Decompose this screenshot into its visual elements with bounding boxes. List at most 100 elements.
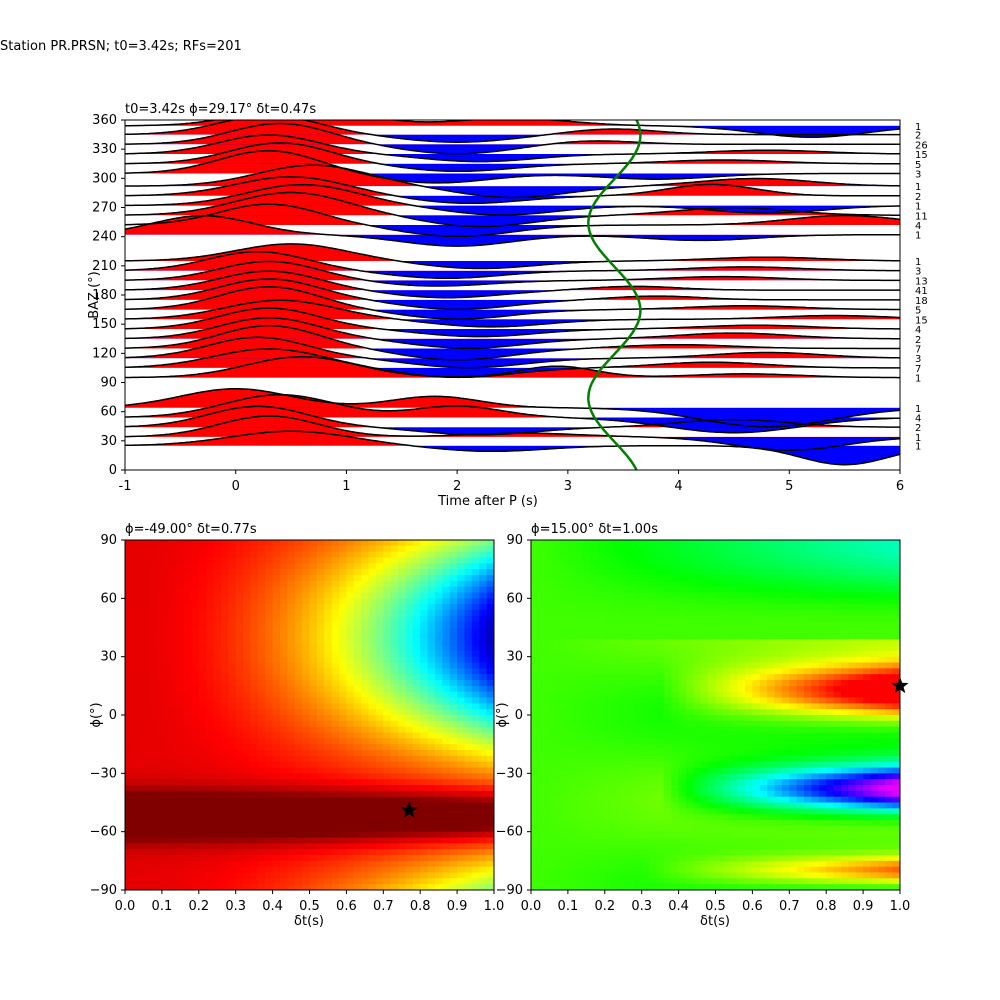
heatmap-cell <box>302 685 311 693</box>
heatmap-cell <box>294 709 303 716</box>
heatmap-cell <box>693 569 702 576</box>
heatmap-cell <box>715 592 724 599</box>
heatmap-cell <box>560 639 569 646</box>
heatmap-cell <box>678 645 687 652</box>
heatmap-cell <box>656 703 665 710</box>
heatmap-cell <box>169 744 178 751</box>
heatmap-cell <box>479 586 488 594</box>
heatmap-cell <box>147 825 156 833</box>
heatmap-cell <box>213 545 222 553</box>
heatmap-cell <box>693 545 702 553</box>
heatmap-cell <box>582 849 591 856</box>
heatmap-cell <box>390 598 399 605</box>
y-tick-label: 0 <box>109 708 117 723</box>
heatmap-cell <box>619 540 628 547</box>
heatmap-cell <box>434 592 443 599</box>
heatmap-cell <box>375 621 384 629</box>
heatmap-cell <box>745 709 753 716</box>
heatmap-cell <box>279 610 288 617</box>
heatmap-cell <box>442 744 451 751</box>
heatmap-cell <box>693 825 702 833</box>
heatmap-cell <box>656 604 665 611</box>
heatmap-cell <box>154 820 163 827</box>
heatmap-cell <box>575 761 584 769</box>
heatmap-cell <box>449 837 458 844</box>
heatmap-cell <box>250 569 259 576</box>
heatmap-cell <box>361 837 370 844</box>
heatmap-cell <box>479 650 488 658</box>
heatmap-cell <box>287 790 296 798</box>
heatmap-cell <box>169 738 178 745</box>
heatmap-cell <box>353 557 362 564</box>
trace-line <box>125 355 900 379</box>
heatmap-cell <box>700 557 709 564</box>
heatmap-cell <box>685 726 694 734</box>
heatmap-cell <box>405 697 414 704</box>
trace-count-label: 11 <box>915 211 928 222</box>
heatmap-cell <box>671 633 680 640</box>
heatmap-cell <box>294 633 303 640</box>
heatmap-cell <box>471 586 480 594</box>
heatmap-cell <box>220 703 229 710</box>
heatmap-cell <box>604 656 613 664</box>
heatmap-cell <box>671 668 680 675</box>
heatmap-cell <box>257 761 266 769</box>
heatmap-cell <box>575 878 584 885</box>
heatmap-cell <box>434 656 443 664</box>
heatmap-cell <box>398 785 407 792</box>
heatmap-cell <box>678 732 687 739</box>
heatmap-cell <box>442 697 451 704</box>
heatmap-cell <box>139 878 148 885</box>
heatmap-cell <box>582 674 591 681</box>
heatmap-cell <box>213 715 222 722</box>
x-tick-label: 0.1 <box>152 899 173 914</box>
heatmap-cell <box>331 726 340 734</box>
heatmap-cell <box>279 802 288 809</box>
heatmap-cell <box>479 750 488 757</box>
heatmap-cell <box>486 779 494 786</box>
heatmap-cell <box>737 540 746 547</box>
heatmap-cell <box>198 569 207 576</box>
heatmap-cell <box>309 767 318 774</box>
heatmap-cell <box>125 551 133 559</box>
heatmap-cell <box>198 825 207 833</box>
heatmap-cell <box>361 569 370 576</box>
heatmap-cell <box>213 645 222 652</box>
heatmap-cell <box>427 580 436 588</box>
heatmap-cell <box>685 773 694 780</box>
heatmap-cell <box>656 662 665 669</box>
heatmap-cell <box>169 884 178 890</box>
heatmap-cell <box>560 884 569 890</box>
heatmap-cell <box>464 586 473 594</box>
heatmap-cell <box>243 726 252 734</box>
heatmap-cell <box>745 627 753 634</box>
heatmap-cell <box>294 697 303 704</box>
heatmap-cell <box>656 773 665 780</box>
heatmap-cell <box>405 668 414 675</box>
heatmap-cell <box>272 796 281 804</box>
heatmap-cell <box>198 720 207 728</box>
heatmap-cell <box>685 767 694 774</box>
heatmap-cell <box>161 779 170 786</box>
heatmap-cell <box>272 668 281 675</box>
heatmap-cell <box>590 866 599 874</box>
heatmap-cell <box>375 860 384 868</box>
heatmap-cell <box>265 808 274 815</box>
heatmap-cell <box>722 598 731 605</box>
heatmap-cell <box>161 697 170 704</box>
heatmap-cell <box>567 645 576 652</box>
heatmap-cell <box>626 592 635 599</box>
heatmap-cell <box>235 674 244 681</box>
heatmap-cell <box>722 796 731 804</box>
heatmap-cell <box>346 680 355 687</box>
heatmap-cell <box>346 726 355 734</box>
heatmap-cell <box>398 645 407 652</box>
heatmap-cell <box>531 598 539 605</box>
heatmap-cell <box>538 604 547 611</box>
left-x-axis-label: δt(s) <box>294 914 324 929</box>
heatmap-cell <box>479 802 488 809</box>
heatmap-cell <box>737 738 746 745</box>
heatmap-cell <box>198 691 207 699</box>
heatmap-cell <box>198 808 207 815</box>
heatmap-cell <box>700 855 709 862</box>
